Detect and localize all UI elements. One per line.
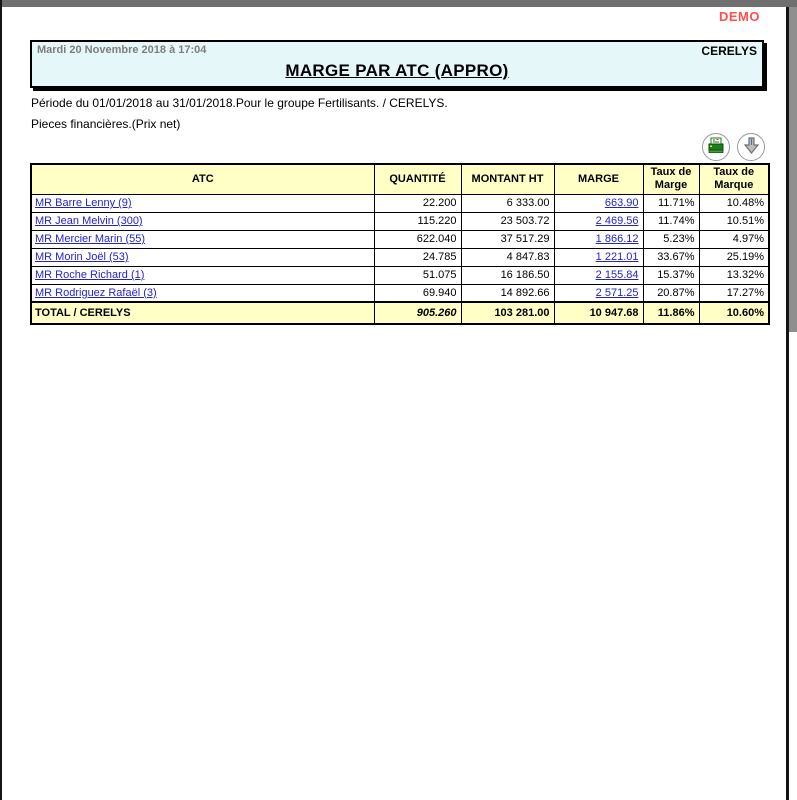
- taux-marque-cell: 10.48%: [698, 193, 770, 213]
- page-right-border: [786, 7, 789, 800]
- column-header-taux-marque: Taux de Marque: [698, 163, 770, 195]
- pieces-text: Pieces financières.(Prix net): [31, 117, 181, 131]
- period-text: Période du 01/01/2018 au 31/01/2018.Pour…: [31, 96, 448, 110]
- page-left-border: [0, 0, 2, 800]
- taux-marque-cell: 10.51%: [698, 211, 770, 231]
- report-datetime: Mardi 20 Novembre 2018 à 17:04: [37, 44, 207, 56]
- taux-marge-cell: 11.74%: [642, 211, 700, 231]
- total-quantite: 905.260: [373, 301, 462, 325]
- column-header-quantite: QUANTITÉ: [373, 163, 462, 195]
- total-label: TOTAL / CERELYS: [30, 301, 375, 325]
- report-header-box: Mardi 20 Novembre 2018 à 17:04 CERELYS M…: [30, 40, 764, 88]
- atc-link[interactable]: MR Roche Richard (1): [35, 269, 145, 281]
- atc-link[interactable]: MR Mercier Marin (55): [35, 233, 146, 245]
- montant-ht-cell: 16 186.50: [460, 265, 555, 285]
- company-name: CERELYS: [701, 44, 757, 58]
- montant-ht-cell: 4 847.83: [460, 247, 555, 267]
- demo-watermark: DEMO: [719, 9, 760, 24]
- taux-marque-cell: 4.97%: [698, 229, 770, 249]
- taux-marque-cell: 17.27%: [698, 283, 770, 303]
- montant-ht-cell: 14 892.66: [460, 283, 555, 303]
- marge-link[interactable]: 663.90: [604, 197, 639, 209]
- marge-link[interactable]: 2 571.25: [595, 286, 639, 299]
- quantite-cell: 51.075: [373, 265, 462, 285]
- atc-link[interactable]: MR Jean Melvin (300): [35, 215, 143, 227]
- table-row: MR Morin Joël (53) 24.785 4 847.83 1 221…: [30, 247, 770, 267]
- toolbar: [702, 133, 766, 161]
- print-report-button[interactable]: [702, 133, 730, 161]
- page-right-margin: [789, 7, 797, 332]
- page-title: MARGE PAR ATC (APPRO): [285, 61, 509, 80]
- taux-marge-cell: 11.71%: [642, 193, 700, 213]
- margin-by-atc-table: ATC QUANTITÉ MONTANT HT MARGE Taux de Ma…: [30, 163, 770, 325]
- total-taux-marge: 11.86%: [642, 301, 700, 325]
- marge-link[interactable]: 2 469.56: [595, 215, 639, 227]
- montant-ht-cell: 37 517.29: [460, 229, 555, 249]
- column-header-montant-ht: MONTANT HT: [460, 163, 555, 195]
- column-header-atc: ATC: [30, 163, 375, 195]
- column-header-marge: MARGE: [553, 163, 644, 195]
- taux-marge-cell: 20.87%: [642, 283, 700, 303]
- table-total-row: TOTAL / CERELYS 905.260 103 281.00 10 94…: [30, 301, 770, 325]
- taux-marge-cell: 33.67%: [642, 247, 700, 267]
- table-row: MR Roche Richard (1) 51.075 16 186.50 2 …: [30, 265, 770, 285]
- marge-link[interactable]: 2 155.84: [595, 269, 639, 281]
- table-header-row: ATC QUANTITÉ MONTANT HT MARGE Taux de Ma…: [30, 163, 770, 195]
- quantite-cell: 69.940: [373, 283, 462, 303]
- marge-link[interactable]: 1 866.12: [595, 233, 639, 245]
- quantite-cell: 22.200: [373, 193, 462, 213]
- total-taux-marque: 10.60%: [698, 301, 770, 325]
- table-row: MR Mercier Marin (55) 622.040 37 517.29 …: [30, 229, 770, 249]
- quantite-cell: 622.040: [373, 229, 462, 249]
- quantite-cell: 24.785: [373, 247, 462, 267]
- montant-ht-cell: 6 333.00: [460, 193, 555, 213]
- table-row: MR Jean Melvin (300) 115.220 23 503.72 2…: [30, 211, 770, 231]
- atc-link[interactable]: MR Rodriguez Rafaël (3): [35, 286, 157, 299]
- taux-marge-cell: 5.23%: [642, 229, 700, 249]
- total-marge: 10 947.68: [553, 301, 644, 325]
- quantite-cell: 115.220: [373, 211, 462, 231]
- atc-link[interactable]: MR Morin Joël (53): [35, 251, 129, 263]
- marge-link[interactable]: 1 221.01: [595, 251, 639, 263]
- column-header-taux-marge: Taux de Marge: [642, 163, 700, 195]
- table-row: MR Barre Lenny (9) 22.200 6 333.00 663.9…: [30, 193, 770, 213]
- down-arrow-icon: [742, 136, 761, 158]
- taux-marge-cell: 15.37%: [642, 265, 700, 285]
- download-button[interactable]: [737, 133, 765, 161]
- window-top-edge: [0, 0, 797, 7]
- table-row: MR Rodriguez Rafaël (3) 69.940 14 892.66…: [30, 283, 770, 303]
- total-montant-ht: 103 281.00: [460, 301, 555, 325]
- taux-marque-cell: 13.32%: [698, 265, 770, 285]
- atc-link[interactable]: MR Barre Lenny (9): [35, 197, 132, 209]
- taux-marque-cell: 25.19%: [698, 247, 770, 267]
- print-report-icon: [707, 136, 726, 158]
- montant-ht-cell: 23 503.72: [460, 211, 555, 231]
